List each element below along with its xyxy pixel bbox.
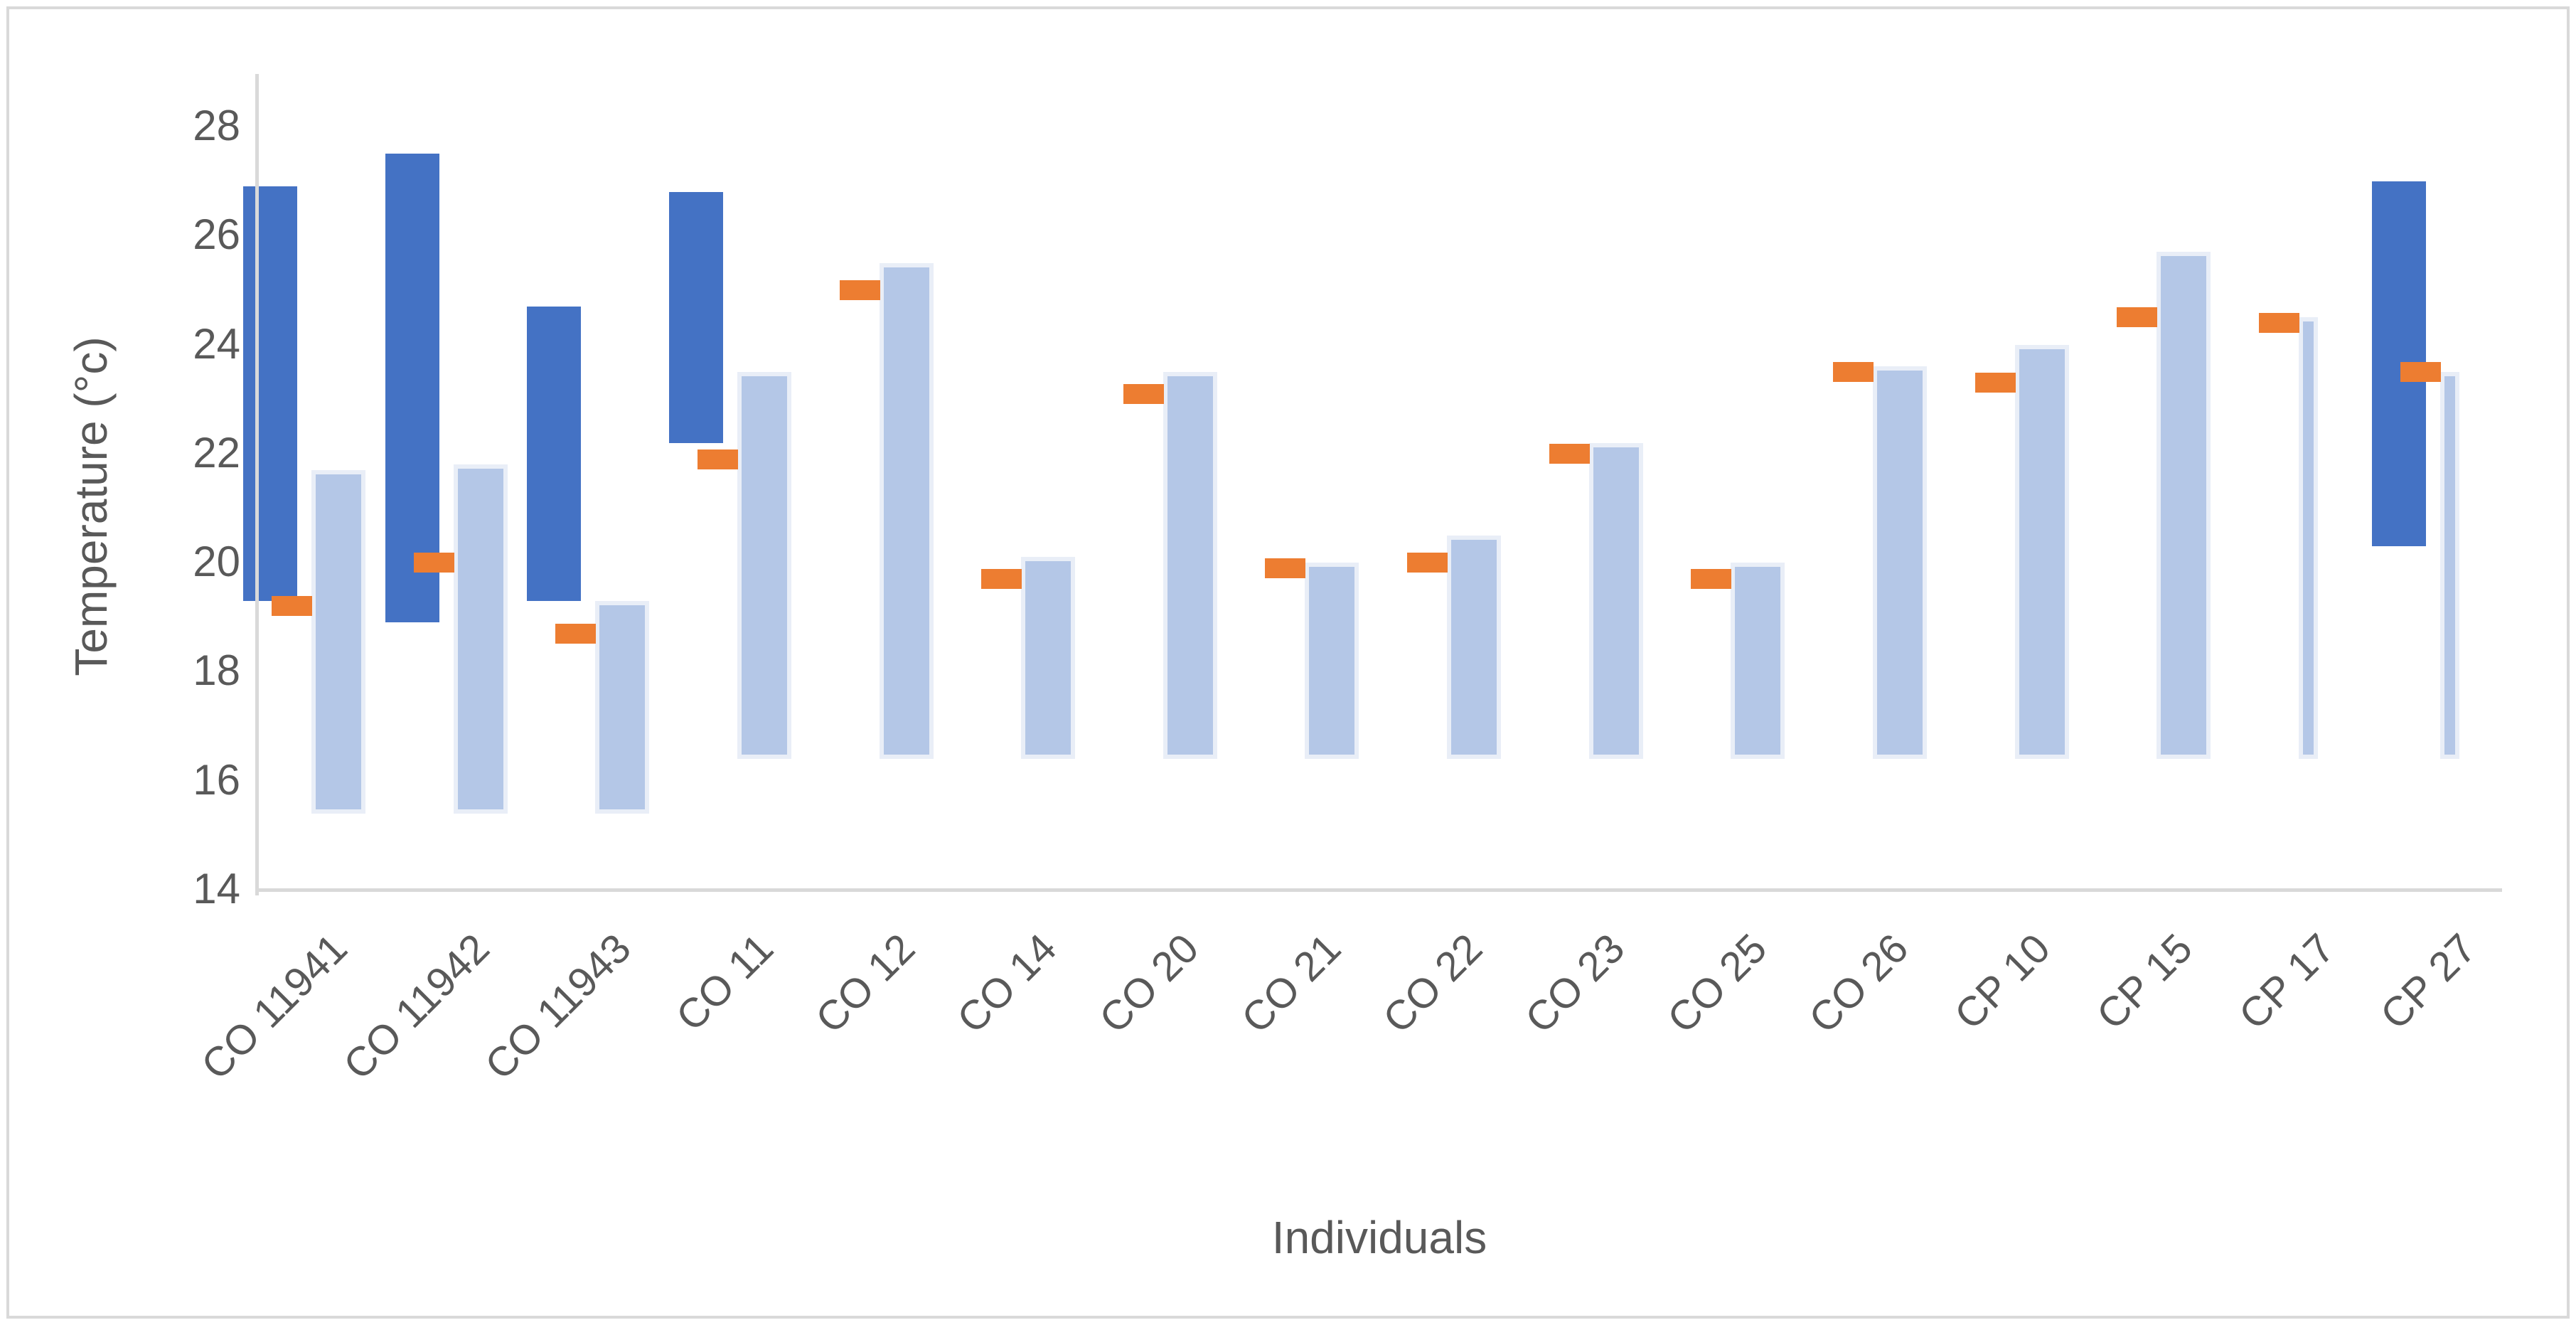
light-range-bar — [2440, 371, 2460, 760]
light-range-bar — [737, 371, 791, 760]
light-range-bar — [1588, 442, 1643, 760]
light-range-bar — [311, 469, 365, 814]
y-tick-label: 26 — [193, 211, 240, 259]
orange-dash-marker — [1265, 558, 1306, 578]
dark-range-bar — [668, 191, 723, 443]
orange-dash-marker — [1123, 383, 1164, 404]
orange-dash-marker — [413, 553, 454, 573]
light-range-bar — [2298, 317, 2318, 760]
light-range-bar — [1731, 563, 1785, 760]
orange-dash-marker — [2258, 312, 2299, 333]
orange-dash-marker — [2117, 307, 2158, 328]
dark-range-bar — [527, 306, 582, 601]
orange-dash-marker — [1407, 553, 1448, 573]
light-range-bar — [2014, 344, 2069, 760]
light-range-bar — [453, 464, 508, 814]
x-axis-title: Individuals — [1271, 1212, 1487, 1263]
orange-dash-marker — [2400, 361, 2442, 382]
light-range-bar — [595, 600, 650, 814]
orange-dash-marker — [1974, 373, 2016, 393]
y-tick-label: 14 — [193, 865, 240, 913]
dark-range-bar — [243, 186, 297, 601]
light-range-bar — [879, 262, 934, 760]
x-axis-line — [255, 888, 2502, 892]
orange-dash-marker — [272, 596, 312, 617]
y-tick-label: 24 — [193, 319, 240, 368]
y-axis-title: Temperature (°c) — [65, 336, 117, 676]
light-range-bar — [1163, 371, 1217, 760]
orange-dash-marker — [1691, 569, 1732, 590]
orange-dash-marker — [697, 449, 738, 469]
light-range-bar — [1305, 563, 1359, 760]
y-tick-label: 16 — [193, 755, 240, 804]
y-axis-line — [255, 74, 259, 895]
y-tick-label: 20 — [193, 538, 240, 586]
orange-dash-marker — [839, 280, 880, 300]
orange-dash-marker — [1832, 361, 1874, 382]
orange-dash-marker — [981, 569, 1022, 590]
light-range-bar — [1021, 557, 1076, 760]
light-range-bar — [1872, 366, 1927, 760]
chart-border — [6, 6, 2570, 1319]
light-range-bar — [1447, 535, 1501, 760]
dark-range-bar — [385, 154, 439, 623]
orange-dash-marker — [555, 623, 597, 644]
orange-dash-marker — [1549, 443, 1590, 464]
y-tick-label: 22 — [193, 428, 240, 477]
y-tick-label: 28 — [193, 102, 240, 150]
light-range-bar — [2157, 252, 2211, 760]
y-tick-label: 18 — [193, 646, 240, 695]
